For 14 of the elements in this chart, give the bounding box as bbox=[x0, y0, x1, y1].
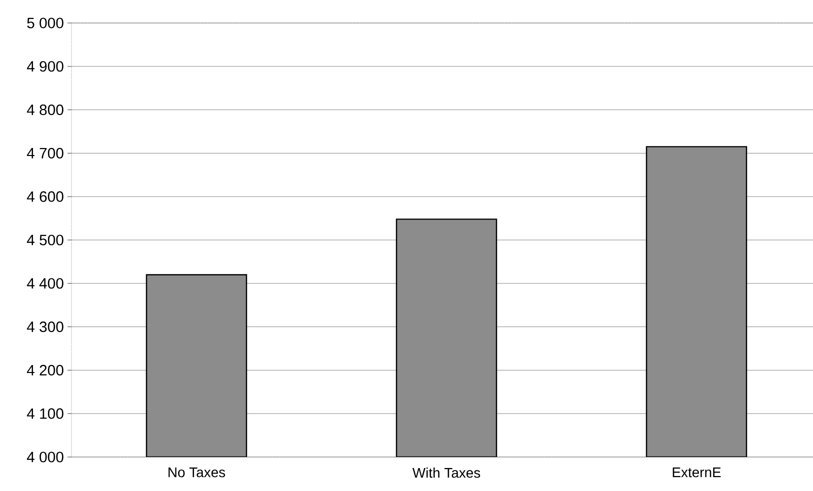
y-tick-label: 4 900 bbox=[26, 61, 64, 72]
y-tick-label: 5 000 bbox=[27, 18, 64, 28]
y-tick-label: 4 600 bbox=[26, 191, 64, 202]
y-tick-label: 4 800 bbox=[26, 104, 64, 116]
x-tick-label: ExternE bbox=[672, 468, 721, 478]
y-tick-label: 4 300 bbox=[26, 322, 64, 332]
y-tick-label: 4 700 bbox=[26, 148, 64, 158]
y-tick-label: 4 100 bbox=[26, 408, 64, 419]
x-tick-label: No Taxes bbox=[168, 468, 226, 478]
y-tick-label: 4 400 bbox=[26, 278, 64, 289]
y-tick-label: 4 500 bbox=[26, 234, 64, 246]
y-tick-label: 4 200 bbox=[26, 364, 64, 376]
y-tick-label: 4 000 bbox=[26, 452, 64, 462]
x-tick-label: With Taxes bbox=[412, 468, 480, 478]
